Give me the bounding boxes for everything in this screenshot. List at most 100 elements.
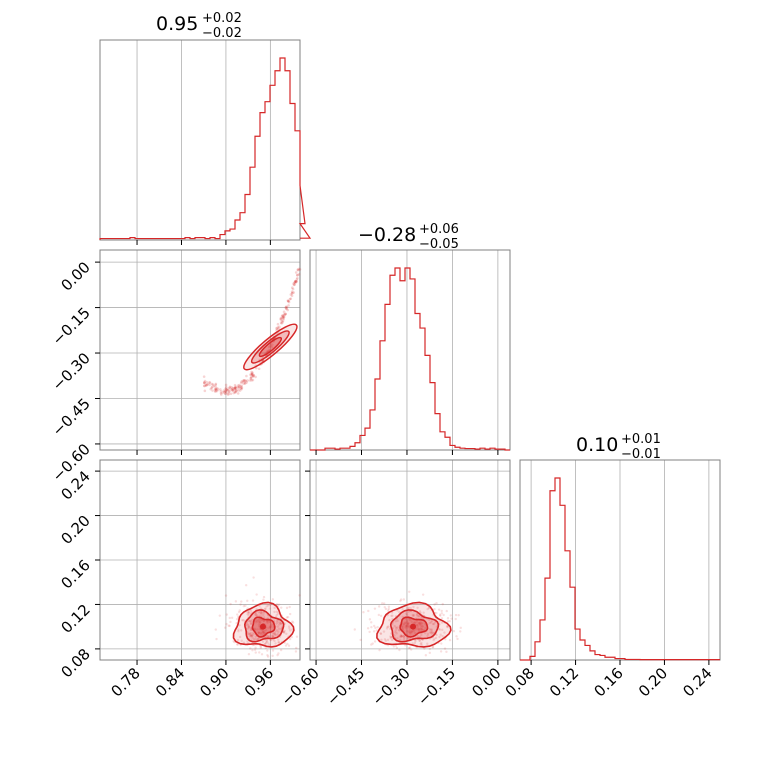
sample-point [234,388,238,392]
sample-point [424,632,427,635]
sample-point [290,286,294,290]
sample-point [211,389,214,392]
sample-point [228,386,232,390]
sample-point [205,380,209,384]
sample-point [412,605,415,609]
sample-point [287,304,290,307]
sample-point [428,647,432,651]
contour-level-1 [243,323,298,371]
sample-point [224,594,228,597]
sample-point [296,273,299,277]
sample-point [208,383,211,387]
sample-point [271,634,274,637]
sample-point [273,606,276,610]
sample-point [288,627,291,630]
sample-point [275,619,279,623]
sample-point [387,625,390,628]
sample-point [409,618,412,622]
sample-point [221,391,225,394]
sample-point [218,614,222,617]
sample-point [253,627,257,631]
sample-point [264,607,267,610]
sample-point [224,392,227,395]
sample-point [225,622,228,626]
sample-point [417,628,421,631]
sample-point [448,638,452,642]
x-tick-label-p1: 0.00 [468,664,504,700]
sample-point [429,631,432,634]
sample-point [293,283,296,286]
sample-point [426,607,429,611]
sample-point [239,603,242,606]
sample-point [406,622,410,625]
sample-point [445,625,449,628]
sample-point [238,624,241,627]
sample-point [408,618,411,621]
sample-point [275,327,278,330]
sample-point [294,281,297,285]
sample-point [246,623,249,626]
sample-point [265,640,269,643]
sample-point [416,623,419,627]
sample-point [353,628,356,631]
sample-point [251,649,254,652]
sample-point [277,652,280,655]
sample-point [448,620,451,623]
sample-point [237,628,240,631]
sample-point [282,631,286,634]
sample-point [402,635,406,638]
sample-point [242,618,245,622]
sample-point [426,642,429,645]
sample-point [203,381,206,384]
sample-point [406,607,409,610]
sample-point [276,625,280,628]
sample-point [279,317,282,320]
sample-point [416,634,419,638]
y-tick-label-p2: 0.12 [57,601,93,637]
sample-point [262,613,265,617]
sample-point [445,650,448,654]
sample-point [373,607,377,610]
sample-point [245,623,248,626]
sample-point [240,386,244,390]
sample-point [412,614,415,618]
sample-point [256,637,260,641]
sample-point [230,387,234,391]
sample-point [435,602,438,605]
sample-point [288,629,292,632]
sample-point [401,627,404,630]
sample-point [397,628,401,632]
sample-point [202,375,206,378]
sample-point [416,628,420,631]
sample-point [409,648,413,651]
sample-point [277,641,281,644]
sample-point [287,300,291,304]
sample-point [297,273,301,276]
sample-point [257,623,261,626]
sample-point [383,605,386,609]
title-p1-minus: −0.05 [419,237,459,252]
sample-point [443,647,447,650]
sample-point [285,616,289,619]
sample-point [262,598,265,601]
sample-point [245,381,249,384]
sample-point [284,312,287,316]
sample-point [417,614,421,617]
sample-point [255,593,258,596]
sample-point [403,622,406,625]
sample-point [242,382,245,386]
sample-point [228,389,231,393]
sample-point [291,628,294,631]
sample-point [405,612,408,615]
sample-point [375,629,378,632]
sample-point [400,634,404,638]
sample-point [252,631,255,635]
sample-point [237,630,240,633]
sample-point [277,603,281,606]
sample-point [235,389,238,392]
sample-point [446,620,450,623]
sample-point [457,613,460,617]
sample-point [234,391,237,394]
sample-point [246,640,249,643]
sample-point [399,634,403,637]
